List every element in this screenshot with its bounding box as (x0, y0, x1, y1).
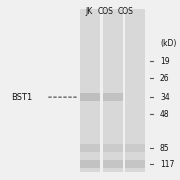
Text: COS: COS (118, 7, 134, 16)
Text: JK: JK (85, 7, 92, 16)
Text: 34: 34 (160, 93, 170, 102)
Bar (80, 93, 100, 102)
Bar (103, 9, 123, 172)
Text: (kD): (kD) (160, 39, 176, 48)
Text: COS: COS (97, 7, 113, 16)
Bar (80, 160, 100, 168)
Bar (103, 93, 123, 102)
Text: 117: 117 (160, 160, 174, 169)
Text: 85: 85 (160, 143, 170, 152)
Text: 26: 26 (160, 74, 170, 83)
Text: 19: 19 (160, 57, 170, 66)
Bar (125, 9, 145, 172)
Text: BST1: BST1 (11, 93, 32, 102)
Text: 48: 48 (160, 110, 170, 119)
Bar (103, 145, 123, 152)
Bar (125, 160, 145, 168)
Bar (103, 160, 123, 168)
Bar (80, 145, 100, 152)
Bar (125, 145, 145, 152)
Bar (80, 9, 100, 172)
